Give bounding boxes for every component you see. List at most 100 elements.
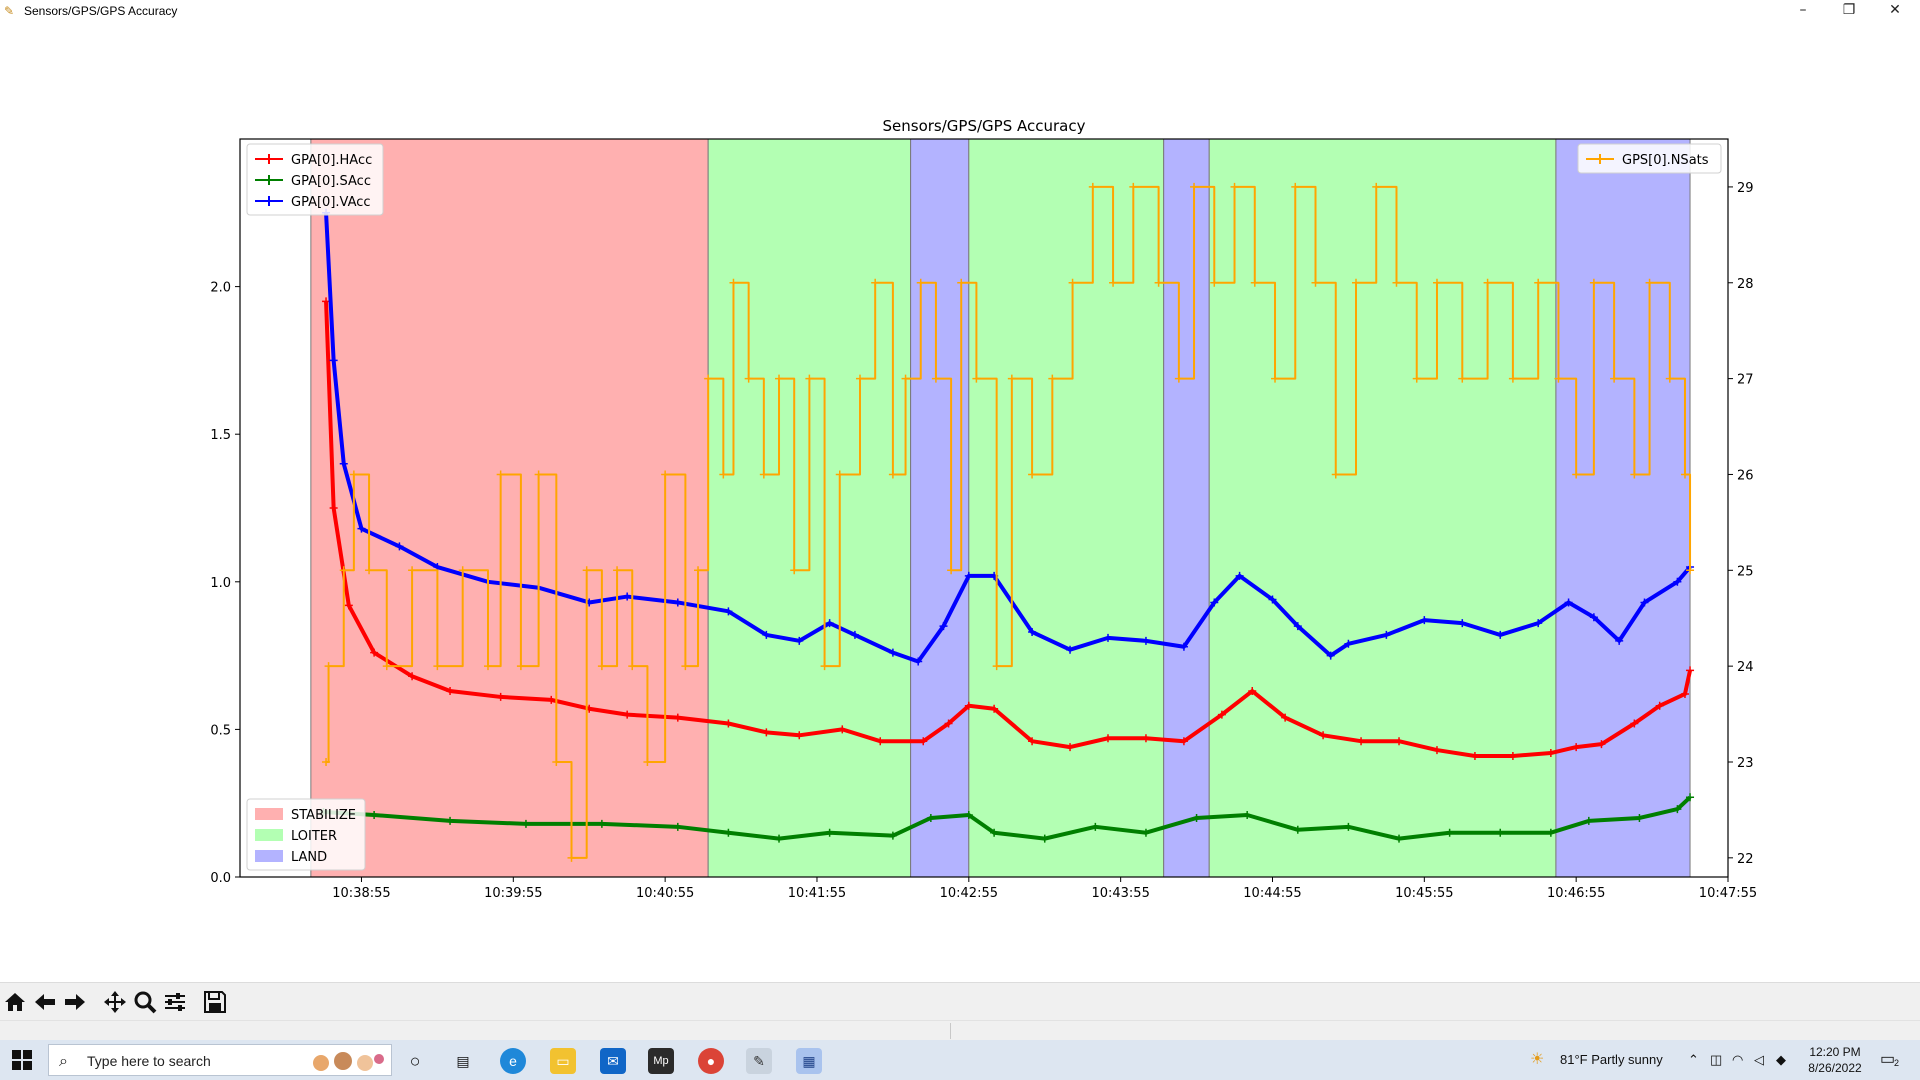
- weather-text[interactable]: 81°F Partly sunny: [1560, 1052, 1663, 1067]
- data-point-gps-0-nsats: [1154, 278, 1163, 287]
- mode-region-land: [1555, 138, 1691, 878]
- notification-icon[interactable]: ▭: [1880, 1051, 1896, 1068]
- close-button[interactable]: ✕: [1889, 2, 1901, 18]
- data-point-gpa-0-vacc: [1564, 598, 1573, 607]
- windows-start-icon[interactable]: [12, 1050, 32, 1070]
- data-point-gps-0-nsats: [516, 662, 525, 671]
- data-point-gps-0-nsats: [1129, 182, 1138, 191]
- data-point-gpa-0-vacc: [395, 542, 404, 551]
- data-point-gps-0-nsats: [1210, 278, 1219, 287]
- data-point-gps-0-nsats: [1331, 470, 1340, 479]
- left-y-tick-label: 0.0: [210, 871, 231, 886]
- data-point-gps-0-nsats: [1630, 470, 1639, 479]
- data-point-gps-0-nsats: [916, 278, 925, 287]
- data-point-gps-0-nsats: [1271, 374, 1280, 383]
- data-point-gps-0-nsats: [1412, 374, 1421, 383]
- wifi-icon[interactable]: ◠: [1732, 1052, 1744, 1067]
- data-point-gpa-0-sacc: [990, 828, 999, 837]
- save-icon[interactable]: [202, 989, 228, 1015]
- data-point-gpa-0-vacc: [1235, 571, 1244, 580]
- network-icon[interactable]: ◫: [1710, 1052, 1723, 1067]
- data-point-gpa-0-sacc: [1635, 813, 1644, 822]
- figure-window-icon[interactable]: ▦: [796, 1048, 822, 1074]
- data-point-gpa-0-vacc: [795, 636, 804, 645]
- series-line-gpa-0-sacc: [323, 795, 1692, 841]
- windows-taskbar: ⌕ Type here to search ○ ▤ e ▭ ✉ Mp ● ✎ ▦…: [0, 1040, 1920, 1080]
- task-view-icon[interactable]: ▤: [456, 1053, 470, 1069]
- data-point-gps-0-nsats: [871, 278, 880, 287]
- data-point-gps-0-nsats: [349, 470, 358, 479]
- back-arrow-icon[interactable]: [32, 989, 58, 1015]
- data-point-gps-0-nsats: [628, 662, 637, 671]
- right-y-tick-label: 24: [1737, 660, 1754, 675]
- configure-subplots-icon[interactable]: [162, 989, 188, 1015]
- clock-date: 8/26/2022: [1808, 1061, 1862, 1075]
- legend-mode-swatch: [255, 850, 283, 862]
- data-point-gps-0-nsats: [931, 374, 940, 383]
- data-point-gps-0-nsats: [1007, 374, 1016, 383]
- file-explorer-icon[interactable]: ▭: [550, 1048, 576, 1074]
- taskbar-search-box[interactable]: ⌕ Type here to search: [48, 1044, 392, 1076]
- data-point-gpa-0-hacc: [1319, 731, 1328, 740]
- data-point-gpa-0-sacc: [1040, 834, 1049, 843]
- x-tick-label: 10:39:55: [484, 886, 542, 901]
- data-point-gpa-0-vacc: [1673, 577, 1682, 586]
- data-point-gpa-0-hacc: [1066, 743, 1075, 752]
- right-y-tick-label: 25: [1737, 564, 1754, 579]
- data-point-gpa-0-hacc: [446, 687, 455, 696]
- data-point-gpa-0-hacc: [1655, 701, 1664, 710]
- left-y-tick-label: 1.0: [210, 576, 231, 591]
- legend-right-series: [1577, 143, 1722, 174]
- data-point-gps-0-nsats: [1230, 182, 1239, 191]
- data-point-gpa-0-sacc: [724, 828, 733, 837]
- data-point-gpa-0-hacc: [990, 704, 999, 713]
- data-point-gps-0-nsats: [1291, 182, 1300, 191]
- taskbar-clock[interactable]: 12:20 PM 8/26/2022: [1800, 1044, 1870, 1076]
- right-y-tick-label: 28: [1737, 277, 1754, 292]
- cortana-icon[interactable]: ○: [409, 1051, 421, 1071]
- data-point-gps-0-nsats: [534, 470, 543, 479]
- data-point-gpa-0-vacc: [1268, 595, 1277, 604]
- edge-icon[interactable]: e: [500, 1048, 526, 1074]
- data-point-gpa-0-vacc: [329, 356, 338, 365]
- chrome-icon[interactable]: ●: [698, 1048, 724, 1074]
- search-icon: ⌕: [59, 1051, 68, 1070]
- data-point-gpa-0-vacc: [964, 571, 973, 580]
- data-point-gps-0-nsats: [1028, 470, 1037, 479]
- chart-figure: Sensors/GPS/GPS Accuracy 10:38:55 10:39:55…: [210, 117, 1757, 901]
- data-point-gpa-0-sacc: [1091, 822, 1100, 831]
- data-point-gpa-0-hacc: [1686, 666, 1695, 675]
- tray-chevron-icon[interactable]: ⌃: [1688, 1052, 1699, 1067]
- mode-region-land: [910, 138, 970, 878]
- home-icon[interactable]: [2, 989, 28, 1015]
- data-point-gps-0-nsats: [1190, 182, 1199, 191]
- data-point-gps-0-nsats: [661, 470, 670, 479]
- data-point-gpa-0-sacc: [825, 828, 834, 837]
- mission-planner-icon[interactable]: Mp: [648, 1048, 674, 1074]
- minimize-button[interactable]: –: [1799, 2, 1807, 18]
- zoom-icon[interactable]: [132, 989, 158, 1015]
- data-point-gpa-0-sacc: [775, 834, 784, 843]
- pan-icon[interactable]: [102, 989, 128, 1015]
- data-point-gpa-0-hacc: [1546, 749, 1555, 758]
- data-point-gpa-0-hacc: [1630, 719, 1639, 728]
- data-point-gpa-0-vacc: [1496, 630, 1505, 639]
- data-point-gps-0-nsats: [582, 566, 591, 575]
- mail-icon[interactable]: ✉: [600, 1048, 626, 1074]
- right-y-tick-label: 22: [1737, 852, 1754, 867]
- volume-icon[interactable]: ◁: [1754, 1052, 1764, 1067]
- data-point-gps-0-nsats: [552, 757, 561, 766]
- data-point-gpa-0-vacc: [1141, 636, 1150, 645]
- app-icon[interactable]: ✎: [746, 1048, 772, 1074]
- dropbox-icon[interactable]: ◆: [1776, 1052, 1786, 1067]
- legend-mode-label: STABILIZE: [291, 808, 356, 823]
- window-title: Sensors/GPS/GPS Accuracy: [24, 4, 178, 18]
- data-point-gps-0-nsats: [901, 374, 910, 383]
- weather-icon: ☀: [1530, 1051, 1545, 1068]
- data-point-gps-0-nsats: [704, 374, 713, 383]
- plot-frame: [239, 138, 1729, 878]
- forward-arrow-icon[interactable]: [62, 989, 88, 1015]
- restore-button[interactable]: ❐: [1842, 2, 1856, 18]
- data-point-gps-0-nsats: [1680, 470, 1689, 479]
- x-tick-label: 10:41:55: [788, 886, 846, 901]
